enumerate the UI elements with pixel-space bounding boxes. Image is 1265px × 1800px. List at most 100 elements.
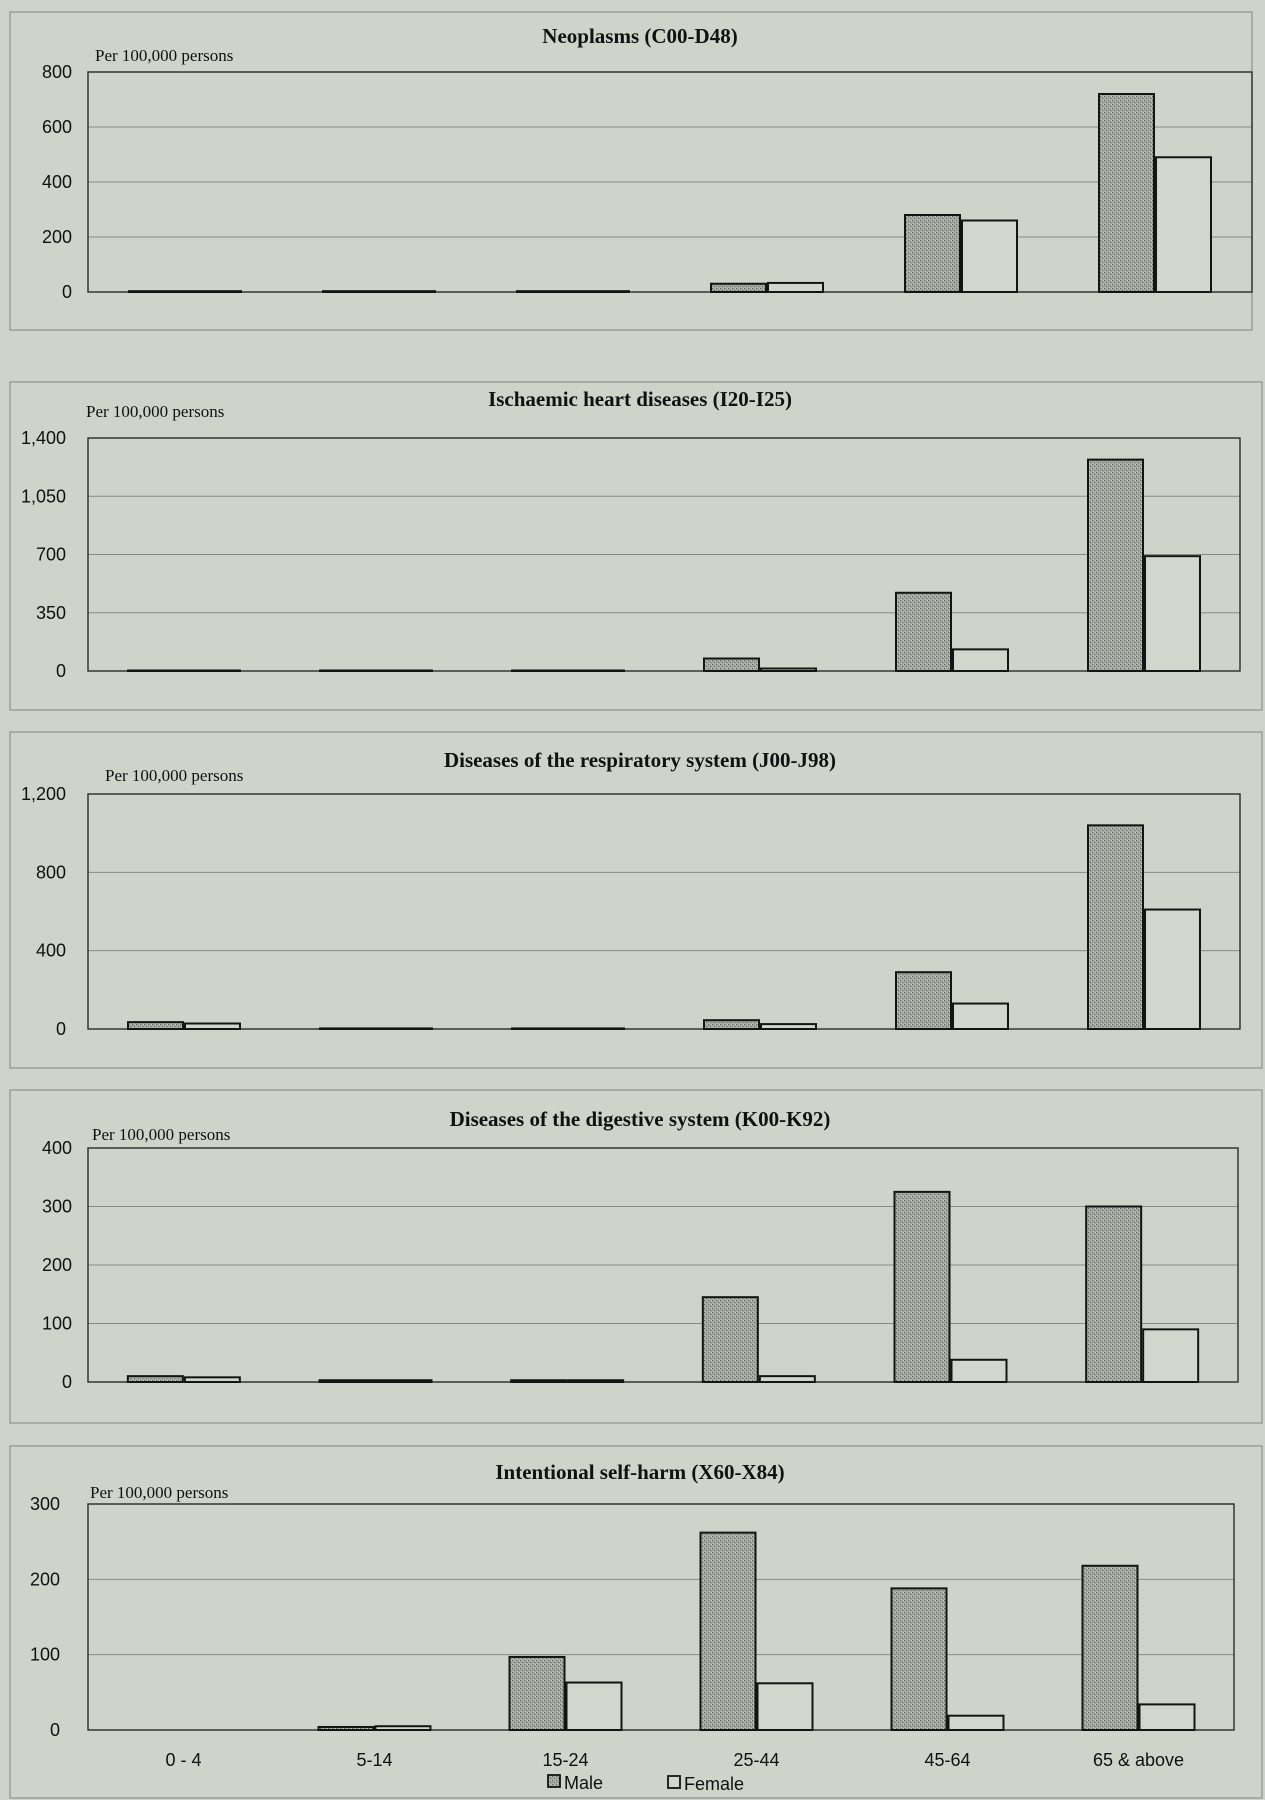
male-bar — [701, 1296, 759, 1384]
male-bar — [318, 1379, 376, 1383]
female-bar — [184, 1022, 241, 1030]
male-bar — [1098, 93, 1155, 293]
y-tick-label: 800 — [42, 62, 72, 82]
y-tick-label: 0 — [56, 1019, 66, 1039]
x-category-label: 0 - 4 — [165, 1750, 201, 1770]
female-bar — [950, 1358, 1008, 1384]
y-unit-label: Per 100,000 persons — [92, 1125, 230, 1144]
chart-panel-4: 0 100 200 300 400 Diseases of the digestive s… — [9, 1089, 1263, 1424]
female-bar — [767, 281, 824, 293]
female-bar — [952, 1002, 1009, 1031]
male-bar — [895, 971, 952, 1030]
y-tick-label: 300 — [42, 1197, 72, 1217]
female-bar — [1144, 555, 1201, 673]
y-tick-label: 350 — [36, 603, 66, 623]
chart-legend: Male Female — [547, 1773, 744, 1794]
chart-panel-1: 0 200 400 600 800 Neoplasms (C00-D48) Per 100,… — [9, 11, 1253, 331]
chart-title: Diseases of the digestive system (K00-K9… — [450, 1107, 831, 1131]
y-tick-label: 300 — [30, 1494, 60, 1514]
y-tick-label: 200 — [42, 227, 72, 247]
male-bar — [126, 1375, 184, 1384]
female-bar — [379, 290, 436, 293]
male-bar — [516, 290, 573, 293]
female-bar — [947, 1714, 1005, 1731]
male-legend-swatch — [547, 1774, 561, 1788]
female-bar — [1155, 156, 1212, 293]
male-legend-label: Male — [564, 1773, 603, 1793]
male-bar — [890, 1587, 948, 1731]
chart-title: Ischaemic heart diseases (I20-I25) — [488, 387, 792, 411]
female-bar — [374, 1725, 432, 1731]
y-tick-label: 100 — [30, 1645, 60, 1665]
male-bar — [1087, 458, 1144, 672]
y-tick-label: 400 — [42, 1138, 72, 1158]
chart-title: Neoplasms (C00-D48) — [542, 24, 737, 48]
y-unit-label: Per 100,000 persons — [86, 402, 224, 421]
chart-panel-3: 0 400 800 1,200 Diseases of the respiratory … — [9, 731, 1263, 1069]
x-category-label: 15-24 — [542, 1750, 588, 1770]
y-tick-label: 1,200 — [21, 784, 66, 804]
female-bar — [376, 1027, 433, 1030]
x-category-label: 25-44 — [733, 1750, 779, 1770]
y-tick-label: 0 — [62, 1372, 72, 1392]
y-tick-label: 200 — [42, 1255, 72, 1275]
female-bar — [375, 1379, 433, 1383]
chart-title: Diseases of the respiratory system (J00-… — [444, 748, 836, 772]
panel-frame — [9, 1089, 1263, 1424]
female-bar — [760, 1023, 817, 1030]
plot-area — [87, 437, 1241, 672]
y-tick-label: 0 — [50, 1720, 60, 1740]
chart-title: Intentional self-harm (X60-X84) — [495, 1460, 784, 1484]
panel-frame — [9, 381, 1263, 711]
male-bar — [508, 1655, 566, 1731]
y-unit-label: Per 100,000 persons — [95, 46, 233, 65]
chart-panel-2: 0 350 700 1,050 1,400 Ischaemic heart disease… — [9, 381, 1263, 711]
plot-area — [87, 793, 1241, 1030]
x-category-label: 45-64 — [924, 1750, 970, 1770]
female-bar — [1138, 1703, 1196, 1732]
male-bar — [319, 1027, 376, 1030]
female-bar — [573, 290, 630, 293]
female-bar — [961, 219, 1018, 293]
female-bar — [183, 1376, 241, 1383]
female-bar — [756, 1682, 814, 1731]
y-tick-label: 400 — [42, 172, 72, 192]
male-bar — [1085, 1205, 1143, 1383]
plot-area — [87, 1147, 1239, 1383]
y-tick-label: 800 — [36, 862, 66, 882]
male-bar — [317, 1725, 375, 1732]
y-tick-label: 0 — [62, 282, 72, 302]
y-tick-label: 400 — [36, 941, 66, 961]
female-bar — [565, 1681, 623, 1732]
female-bar — [760, 667, 817, 673]
female-bar — [1144, 908, 1201, 1031]
female-legend-label: Female — [684, 1774, 744, 1794]
y-tick-label: 1,050 — [21, 486, 66, 506]
plot-area — [87, 71, 1253, 293]
chart-panel-5: 0 100 200 300 Intentional self-harm (X60-X84… — [9, 1445, 1263, 1799]
panel-frame — [9, 731, 1263, 1069]
male-bar — [1087, 824, 1144, 1030]
female-bar — [952, 648, 1009, 672]
male-bar — [322, 290, 379, 293]
y-tick-label: 200 — [30, 1569, 60, 1589]
x-category-label: 5-14 — [356, 1750, 392, 1770]
male-bar — [904, 214, 961, 293]
female-bar — [185, 290, 242, 293]
male-bar — [703, 657, 760, 673]
male-bar — [710, 282, 767, 293]
y-tick-label: 1,400 — [21, 428, 66, 448]
male-bar — [895, 591, 952, 672]
male-bar — [511, 1027, 568, 1030]
male-bar — [893, 1190, 951, 1383]
y-tick-label: 600 — [42, 117, 72, 137]
plot-area — [87, 1503, 1235, 1731]
male-bar — [510, 1379, 568, 1383]
female-bar — [758, 1375, 816, 1384]
y-tick-label: 100 — [42, 1314, 72, 1334]
male-bar — [1081, 1564, 1139, 1731]
female-bar — [1142, 1328, 1200, 1383]
x-category-label: 65 & above — [1093, 1750, 1184, 1770]
female-bar — [568, 1027, 625, 1030]
